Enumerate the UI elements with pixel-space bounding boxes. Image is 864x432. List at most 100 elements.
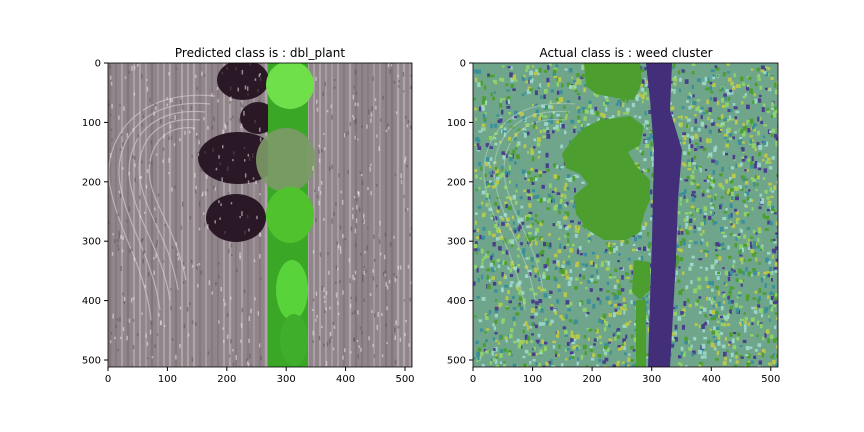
noise-speck [572, 176, 576, 182]
noise-speck [732, 286, 735, 290]
noise-speck [530, 217, 534, 221]
noise-speck [621, 343, 624, 348]
noise-speck [750, 161, 753, 166]
noise-speck [699, 266, 703, 269]
noise-speck [642, 168, 645, 172]
noise-speck [699, 168, 702, 173]
noise-speck [686, 216, 689, 222]
noise-speck [698, 296, 702, 299]
noise-speck [614, 295, 619, 300]
texture-speck [356, 339, 359, 342]
noise-speck [644, 222, 648, 227]
noise-speck [671, 111, 674, 115]
noise-speck [686, 176, 690, 180]
noise-speck [704, 76, 708, 82]
noise-speck [742, 82, 746, 86]
noise-speck [609, 247, 614, 252]
noise-speck [539, 252, 542, 256]
noise-speck [755, 257, 758, 262]
texture-speck [219, 217, 221, 220]
noise-speck [774, 269, 778, 273]
texture-speck [162, 147, 165, 152]
noise-speck [634, 115, 637, 118]
noise-speck [531, 223, 534, 226]
noise-speck [730, 268, 734, 271]
noise-speck [733, 106, 738, 110]
noise-speck [643, 91, 647, 96]
noise-speck [730, 90, 734, 95]
texture-speck [363, 298, 365, 302]
noise-speck [706, 189, 710, 193]
texture-speck [241, 211, 243, 216]
texture-speck [243, 289, 246, 294]
noise-speck [646, 127, 649, 130]
noise-speck [488, 171, 492, 175]
noise-speck [539, 129, 542, 134]
noise-speck [617, 110, 621, 114]
noise-speck [517, 216, 520, 222]
texture-speck [121, 249, 124, 253]
noise-speck [752, 123, 757, 127]
texture-speck [170, 288, 172, 291]
texture-speck [353, 117, 355, 120]
texture-speck [182, 262, 185, 265]
texture-speck [188, 130, 191, 134]
texture-speck [171, 246, 174, 249]
noise-speck [548, 198, 551, 201]
noise-speck [492, 358, 497, 362]
texture-speck [407, 264, 410, 269]
noise-speck [509, 154, 513, 159]
noise-speck [532, 348, 535, 351]
texture-speck [354, 135, 357, 140]
noise-speck [536, 221, 540, 225]
texture-speck [344, 348, 346, 353]
noise-speck [606, 290, 610, 293]
texture-speck [315, 318, 317, 322]
noise-speck [598, 358, 602, 363]
noise-speck [550, 120, 554, 124]
texture-speck [318, 337, 321, 341]
noise-speck [760, 120, 764, 125]
noise-speck [714, 263, 717, 266]
noise-speck [566, 304, 570, 308]
texture-speck [358, 192, 360, 197]
noise-speck [531, 322, 534, 327]
noise-speck [690, 135, 695, 141]
noise-speck [712, 178, 716, 183]
noise-speck [543, 94, 546, 100]
noise-speck [513, 266, 518, 271]
noise-speck [639, 150, 642, 153]
texture-speck [337, 243, 340, 249]
noise-speck [757, 227, 762, 231]
noise-speck [537, 155, 540, 159]
noise-speck [724, 270, 729, 276]
noise-speck [696, 208, 700, 213]
noise-speck [474, 247, 478, 252]
texture-speck [369, 166, 371, 172]
noise-speck [710, 264, 715, 270]
noise-speck [527, 151, 530, 154]
texture-speck [166, 103, 168, 107]
noise-speck [755, 232, 758, 235]
noise-speck [675, 255, 679, 261]
texture-speck [196, 133, 198, 136]
texture-speck [118, 230, 120, 236]
noise-speck [617, 99, 621, 104]
noise-speck [724, 135, 727, 139]
x-axis: 0 100 200 300 400 500 [105, 367, 415, 385]
texture-speck [207, 351, 210, 355]
noise-speck [724, 323, 727, 327]
noise-speck [485, 350, 489, 354]
noise-speck [748, 246, 751, 250]
noise-speck [706, 296, 709, 301]
noise-speck [617, 303, 622, 306]
noise-speck [687, 159, 691, 164]
noise-speck [516, 247, 520, 251]
noise-speck [590, 274, 594, 279]
noise-speck [540, 95, 543, 100]
noise-speck [546, 258, 550, 263]
noise-speck [716, 123, 719, 127]
noise-speck [522, 291, 525, 295]
texture-speck [363, 213, 365, 219]
noise-speck [582, 224, 585, 227]
